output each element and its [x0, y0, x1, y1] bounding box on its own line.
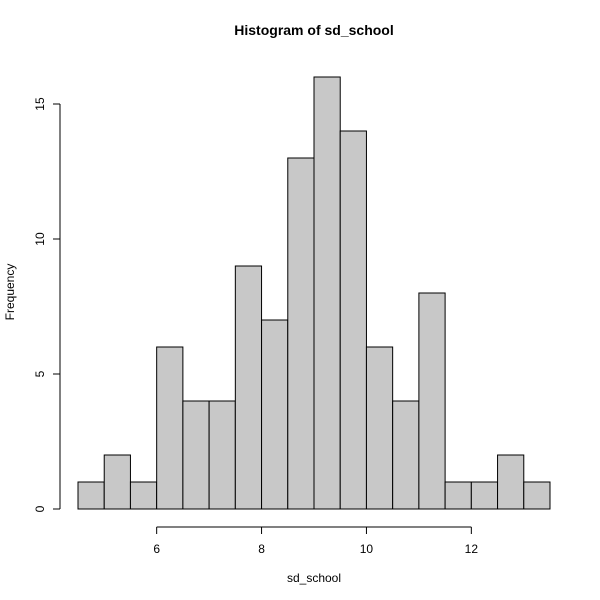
histogram-bar [497, 454, 525, 510]
histogram-bars [77, 76, 551, 510]
histogram-bar [261, 319, 289, 510]
y-tick-label: 15 [33, 97, 47, 111]
x-tick-label: 6 [153, 542, 160, 556]
x-tick-label: 12 [465, 542, 479, 556]
y-axis-label: Frequency [3, 264, 17, 321]
histogram-bar [156, 346, 184, 510]
histogram-bar [287, 157, 315, 510]
histogram-bar [313, 76, 341, 510]
histogram-bar [470, 481, 499, 510]
x-axis-label: sd_school [287, 571, 341, 585]
histogram-bar [129, 481, 158, 510]
chart-title: Histogram of sd_school [234, 22, 393, 38]
histogram-bar [208, 400, 236, 510]
y-tick-label: 10 [33, 232, 47, 246]
histogram-bar [444, 481, 472, 510]
histogram-bar [523, 481, 551, 510]
histogram-bar [182, 400, 210, 510]
histogram-bar [418, 292, 446, 510]
x-axis: 6 8 10 12 [153, 526, 479, 556]
x-tick-label: 10 [360, 542, 374, 556]
histogram-bar [103, 454, 131, 510]
histogram-bar [77, 481, 105, 510]
histogram-bar [392, 400, 420, 510]
y-tick-label: 5 [33, 370, 47, 377]
histogram-bar [365, 346, 394, 510]
y-tick-label: 0 [33, 505, 47, 512]
y-axis: 0 5 10 15 [33, 97, 61, 512]
x-tick-label: 8 [258, 542, 265, 556]
histogram-bar [339, 130, 367, 510]
histogram-bar [234, 265, 263, 510]
